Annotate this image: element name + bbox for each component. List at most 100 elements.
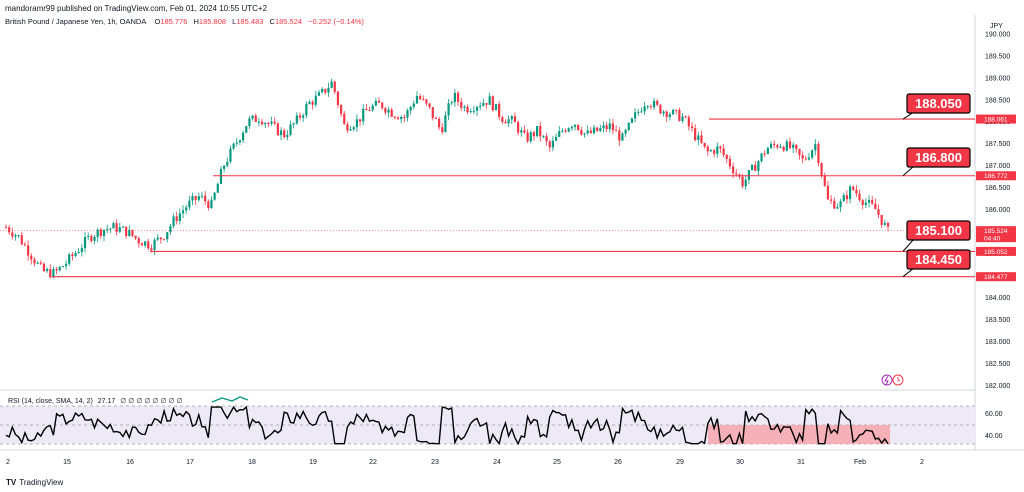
candle-body (608, 123, 611, 130)
candle-body (757, 161, 760, 171)
price-tick: 184.000 (985, 295, 1010, 302)
level-callout[interactable] (906, 147, 971, 168)
candle-body (273, 121, 276, 124)
candle-body (848, 186, 852, 200)
candle-body (880, 214, 883, 225)
candle-body (178, 213, 181, 221)
candle-body (526, 132, 529, 142)
candle-body (864, 202, 867, 205)
candle-body (573, 124, 577, 127)
candle-body (592, 127, 596, 134)
flash-icon[interactable] (881, 374, 893, 386)
candle-body (406, 110, 409, 118)
rsi-tick-40: 40.00 (985, 433, 1003, 440)
candle-body (377, 100, 381, 103)
candle-body (877, 209, 880, 215)
candle-body (102, 229, 106, 236)
candle-body (624, 129, 627, 134)
time-tick: 18 (248, 459, 256, 466)
candle-body (96, 229, 99, 238)
candle-body (352, 127, 355, 130)
candle-body (393, 116, 396, 118)
candle-body (305, 104, 308, 116)
candle-body (8, 227, 11, 233)
candle-body (535, 125, 539, 136)
candle-body (374, 100, 377, 106)
candle-body (671, 109, 675, 115)
rsi-settings[interactable]: RSI (14, close, SMA, 14, 2) (8, 398, 93, 405)
rsi-tick-60: 60.00 (985, 411, 1003, 418)
candle-body (858, 193, 861, 201)
candle-body (450, 102, 453, 104)
candle-body (238, 140, 242, 143)
candle-body (295, 115, 298, 124)
candle-body (121, 226, 125, 228)
candle-body (668, 114, 671, 118)
candle-body (112, 223, 115, 229)
candle-body (333, 81, 336, 92)
candle-body (437, 118, 441, 128)
candle-body (156, 237, 159, 240)
level-callout[interactable] (906, 249, 971, 270)
candle-body (213, 192, 216, 200)
currency-label[interactable]: JPY (990, 23, 1003, 30)
candle-body (210, 199, 213, 208)
candle-body (419, 95, 422, 100)
candle-body (71, 254, 74, 256)
callout-text: 188.050 (915, 96, 962, 111)
level-callout[interactable] (906, 220, 971, 241)
price-tick: 182.000 (985, 383, 1010, 390)
candle-body (605, 125, 608, 130)
candle-body (652, 100, 656, 108)
candle-body (842, 195, 845, 202)
candle-body (520, 130, 523, 133)
price-tick: 186.000 (985, 207, 1010, 214)
candle-body (861, 200, 864, 205)
symbol-name[interactable]: British Pound / Japanese Yen, 1h, OANDA (5, 17, 147, 26)
candle-body (845, 195, 849, 200)
candle-body (93, 237, 96, 241)
candle-body (501, 117, 504, 122)
candle-body (49, 269, 52, 278)
candle-body (311, 101, 314, 105)
candle-body (336, 91, 340, 106)
tradingview-brand[interactable]: TV TradingView (6, 478, 63, 487)
candle-body (444, 115, 447, 133)
candle-body (90, 235, 93, 241)
candle-body (599, 128, 602, 132)
candle-body (855, 189, 858, 194)
candle-body (725, 155, 728, 159)
price-tag (976, 246, 1016, 256)
candle-body (355, 119, 359, 128)
candle-body (836, 207, 839, 209)
alert-clock-icon[interactable] (892, 374, 904, 386)
candle-body (539, 125, 542, 137)
candle-body (817, 143, 820, 164)
candle-body (327, 87, 330, 93)
time-tick: 16 (126, 459, 134, 466)
rsi-value: 27.17 (97, 398, 116, 405)
candle-body (74, 253, 77, 256)
rsi-legend: RSI (14, close, SMA, 14, 2) 27.17 ∅ ∅ ∅ … (8, 397, 183, 405)
candle-body (441, 127, 444, 133)
candle-body (820, 163, 823, 176)
candle-body (801, 155, 804, 159)
candle-body (665, 111, 668, 118)
candle-body (425, 99, 428, 104)
candle-body (308, 101, 311, 105)
candle-body (118, 227, 121, 232)
candle-body (169, 226, 172, 233)
candle-body (128, 229, 131, 237)
candle-body (811, 150, 814, 158)
candle-body (627, 122, 630, 130)
candle-body (30, 255, 33, 260)
price-tick: 183.500 (985, 317, 1010, 324)
level-callout[interactable] (906, 93, 971, 114)
candle-body (504, 121, 507, 124)
candle-body (570, 126, 573, 129)
candle-body (823, 175, 826, 186)
candle-body (235, 142, 238, 144)
candle-body (143, 241, 147, 246)
